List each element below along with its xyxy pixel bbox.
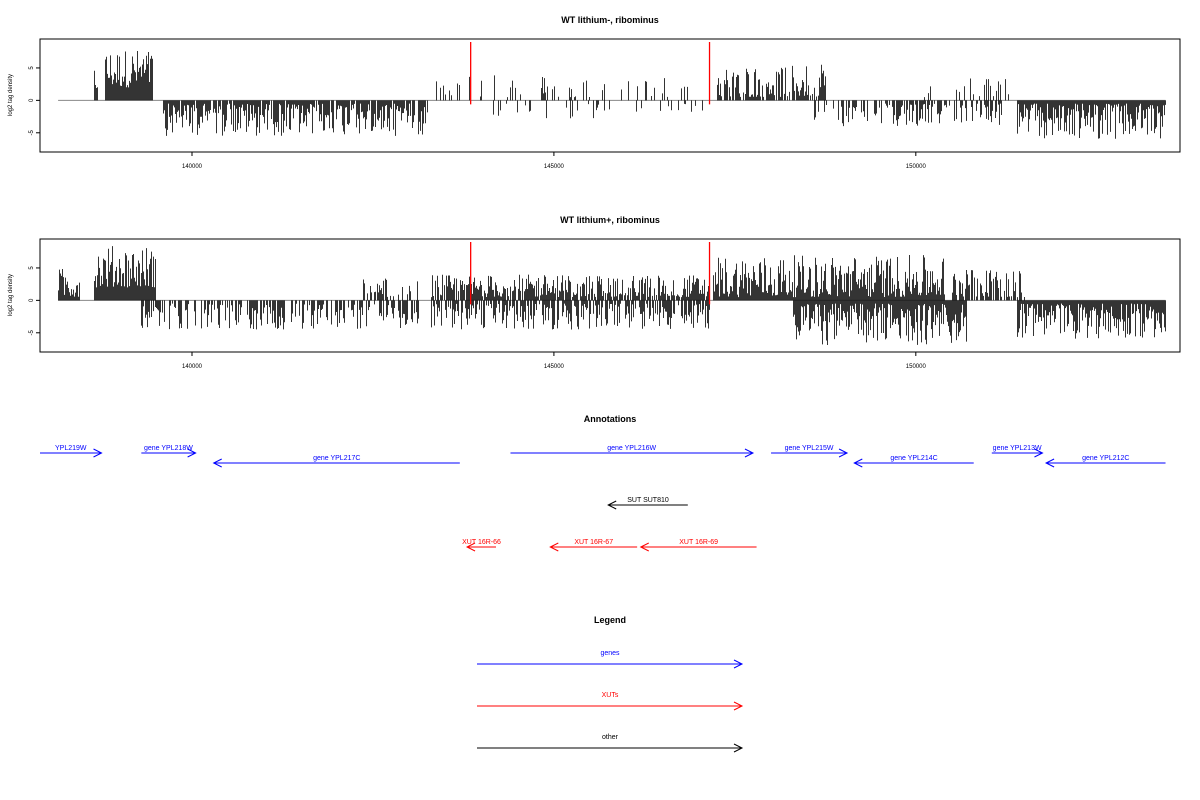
y-tick-label: -5: [29, 329, 35, 335]
legend-entry-other: other: [477, 734, 744, 753]
legend-label: genes: [600, 650, 620, 657]
arrowhead: [212, 458, 222, 468]
feature-genes: gene YPL217C: [212, 455, 460, 468]
feature-label: XUT 16R-69: [679, 539, 718, 546]
feature-label: gene YPL216W: [607, 445, 656, 452]
arrowhead: [1044, 458, 1055, 468]
legend-entries: genes XUTs other: [477, 650, 744, 753]
panel-lithium-plus: WT lithium+, ribominus log2 tag density …: [8, 215, 1181, 370]
y-tick-label: 5: [29, 266, 35, 270]
plot-frame: [39, 238, 1181, 353]
x-tick-label: 140000: [182, 364, 203, 370]
feature-genes: gene YPL212C: [1044, 455, 1166, 468]
arrowhead: [838, 448, 849, 458]
feature-genes: gene YPL214C: [853, 455, 974, 468]
feature-label: gene YPL213W: [993, 445, 1042, 452]
feature-arrows: YPL219W gene YPL218W gene YPL217C gene YPL2…: [40, 445, 1166, 552]
feature-genes: gene YPL216W: [510, 445, 755, 458]
feature-label: gene YPL212C: [1082, 455, 1129, 462]
annotations-title: Annotations: [584, 414, 637, 424]
bar-track: [58, 246, 1166, 345]
feature-xuts: XUT 16R-69: [639, 539, 757, 552]
feature-genes: gene YPL213W: [991, 445, 1044, 458]
x-tick-label: 145000: [544, 164, 565, 170]
annotations-track: Annotations YPL219W gene YPL218W gene YPL2…: [40, 414, 1166, 552]
feature-label: gene YPL214C: [890, 455, 937, 462]
arrowhead: [744, 448, 755, 458]
arrowhead: [187, 448, 197, 458]
arrowhead: [607, 500, 617, 510]
legend-label: other: [602, 734, 619, 741]
arrowhead: [93, 448, 103, 458]
feature-label: gene YPL217C: [313, 455, 360, 462]
y-axis-label: log2 tag density: [8, 74, 14, 116]
x-tick-label: 150000: [906, 364, 927, 370]
x-tick-label: 150000: [906, 164, 927, 170]
feature-label: XUT 16R-67: [574, 539, 613, 546]
bar-track: [58, 50, 1166, 139]
arrowhead: [733, 659, 744, 669]
arrowhead: [639, 542, 649, 552]
y-tick-label: 5: [29, 66, 35, 70]
y-axis-label: log2 tag density: [8, 274, 14, 316]
arrowhead: [465, 542, 476, 552]
panel-lithium-minus: WT lithium-, ribominus log2 tag density …: [8, 15, 1181, 170]
x-tick-label: 145000: [544, 364, 565, 370]
panel-title: WT lithium+, ribominus: [560, 215, 660, 225]
feature-other: SUT SUT810: [607, 497, 688, 510]
y-tick-label: 0: [29, 298, 35, 302]
legend: Legend genes XUTs other: [477, 615, 744, 753]
feature-xuts: XUT 16R-66: [462, 539, 501, 552]
y-tick-label: 0: [29, 98, 35, 102]
y-tick-label: -5: [29, 129, 35, 135]
arrowhead: [549, 542, 559, 552]
axes: 140000 145000 150000 5 0 -5: [29, 66, 926, 170]
marker-lines: [470, 242, 711, 305]
feature-xuts: XUT 16R-67: [549, 539, 638, 552]
legend-entry-genes: genes: [477, 650, 744, 669]
arrowhead: [733, 701, 744, 711]
arrowhead: [1034, 448, 1044, 458]
feature-label: XUT 16R-66: [462, 539, 501, 546]
feature-genes: gene YPL215W: [771, 445, 849, 458]
axes: 140000 145000 150000 5 0 -5: [29, 266, 926, 370]
feature-genes: YPL219W: [40, 445, 103, 458]
marker-lines: [470, 42, 711, 105]
legend-label: XUTs: [602, 692, 619, 699]
plot-frame: [39, 38, 1181, 153]
panel-title: WT lithium-, ribominus: [561, 15, 659, 25]
feature-genes: gene YPL218W: [141, 445, 197, 458]
arrowhead: [853, 458, 863, 468]
legend-title: Legend: [594, 615, 626, 625]
feature-label: SUT SUT810: [627, 497, 669, 504]
feature-label: YPL219W: [55, 445, 87, 452]
feature-label: gene YPL218W: [144, 445, 193, 452]
feature-label: gene YPL215W: [785, 445, 834, 452]
arrowhead: [733, 743, 744, 753]
legend-entry-xuts: XUTs: [477, 692, 744, 711]
x-tick-label: 140000: [182, 164, 203, 170]
